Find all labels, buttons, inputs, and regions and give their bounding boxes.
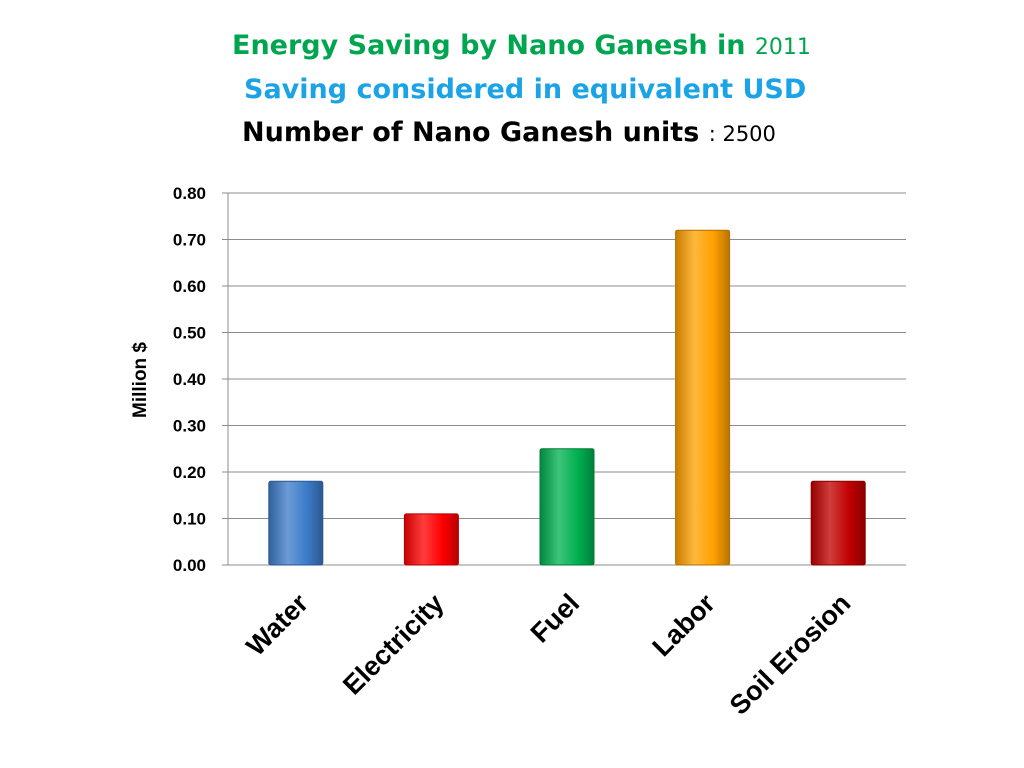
y-axis-ticks: 0.00 0.10 0.20 0.30 0.40 0.50 0.60 0.70 0.80: [173, 184, 206, 575]
bar-water: [268, 480, 324, 566]
chart-title-year: 2011: [754, 35, 811, 60]
bar-fuel: [539, 448, 595, 566]
chart-title-main: Energy Saving by Nano Ganesh in: [232, 30, 755, 61]
x-axis-ticks: Water Electricity Fuel Labor Soil Erosion: [240, 588, 856, 721]
y-tick-label: 0.20: [173, 463, 206, 482]
y-tick-label: 0.00: [173, 556, 206, 575]
chart-subtitle: Saving considered in equivalent USD: [244, 74, 807, 105]
x-tick-label: Electricity: [337, 588, 449, 700]
y-tick-label: 0.10: [173, 510, 206, 529]
chart-title: Energy Saving by Nano Ganesh in 2011: [232, 30, 1024, 61]
y-tick-label: 0.30: [173, 417, 206, 436]
units-caption-separator: :: [708, 122, 723, 146]
y-tick-label: 0.80: [173, 184, 206, 203]
x-tick-label: Soil Erosion: [724, 588, 857, 721]
y-tick-label: 0.50: [173, 324, 206, 343]
bar-soil-erosion: [810, 480, 866, 566]
bar-electricity: [403, 513, 459, 566]
bar-labor: [675, 229, 731, 566]
y-tick-label: 0.40: [173, 370, 206, 389]
units-caption-label: Number of Nano Ganesh units: [242, 117, 709, 148]
x-tick-label: Fuel: [525, 588, 585, 648]
bars: [268, 229, 866, 566]
units-caption: Number of Nano Ganesh units : 2500: [242, 117, 1024, 148]
x-tick-label: Labor: [647, 588, 722, 663]
y-axis-label: Million $: [130, 342, 151, 418]
y-tick-label: 0.60: [173, 277, 206, 296]
gridlines: [222, 192, 906, 566]
y-tick-label: 0.70: [173, 231, 206, 250]
x-tick-label: Water: [240, 588, 314, 662]
units-caption-value: 2500: [722, 122, 776, 146]
